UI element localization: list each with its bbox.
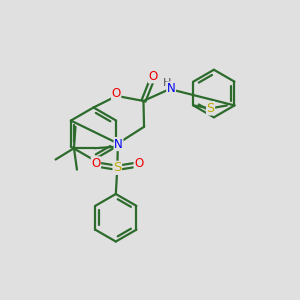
Text: S: S xyxy=(206,102,214,115)
Text: O: O xyxy=(134,157,143,170)
Text: S: S xyxy=(113,161,122,174)
Text: O: O xyxy=(148,70,158,83)
Text: N: N xyxy=(114,138,123,151)
Text: H: H xyxy=(163,78,171,88)
Text: N: N xyxy=(167,82,176,95)
Text: O: O xyxy=(112,87,121,100)
Text: O: O xyxy=(91,157,101,170)
